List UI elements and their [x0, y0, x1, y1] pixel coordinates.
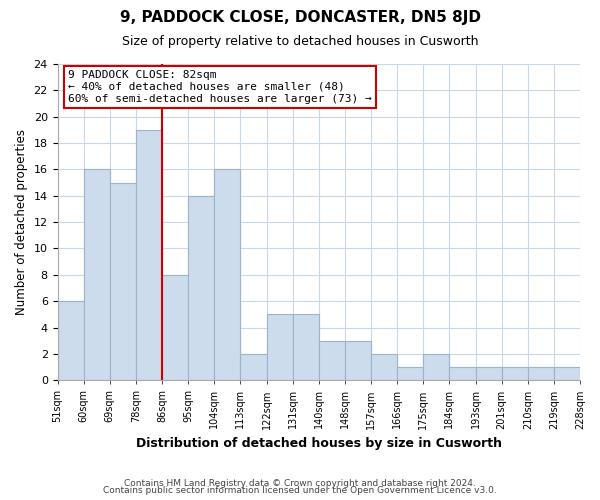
Bar — [449, 367, 476, 380]
X-axis label: Distribution of detached houses by size in Cusworth: Distribution of detached houses by size … — [136, 437, 502, 450]
Bar — [241, 354, 266, 380]
Bar — [136, 130, 162, 380]
Bar — [188, 196, 214, 380]
Bar — [423, 354, 449, 380]
Text: 9 PADDOCK CLOSE: 82sqm
← 40% of detached houses are smaller (48)
60% of semi-det: 9 PADDOCK CLOSE: 82sqm ← 40% of detached… — [68, 70, 372, 104]
Text: Contains public sector information licensed under the Open Government Licence v3: Contains public sector information licen… — [103, 486, 497, 495]
Text: Size of property relative to detached houses in Cusworth: Size of property relative to detached ho… — [122, 35, 478, 48]
Bar — [293, 314, 319, 380]
Bar — [110, 182, 136, 380]
Bar — [319, 340, 345, 380]
Bar — [476, 367, 502, 380]
Bar — [554, 367, 580, 380]
Text: Contains HM Land Registry data © Crown copyright and database right 2024.: Contains HM Land Registry data © Crown c… — [124, 478, 476, 488]
Bar — [214, 170, 241, 380]
Y-axis label: Number of detached properties: Number of detached properties — [15, 129, 28, 315]
Bar — [528, 367, 554, 380]
Bar — [371, 354, 397, 380]
Bar — [266, 314, 293, 380]
Bar — [162, 275, 188, 380]
Bar — [58, 301, 83, 380]
Bar — [345, 340, 371, 380]
Bar — [502, 367, 528, 380]
Bar — [397, 367, 423, 380]
Text: 9, PADDOCK CLOSE, DONCASTER, DN5 8JD: 9, PADDOCK CLOSE, DONCASTER, DN5 8JD — [119, 10, 481, 25]
Bar — [83, 170, 110, 380]
